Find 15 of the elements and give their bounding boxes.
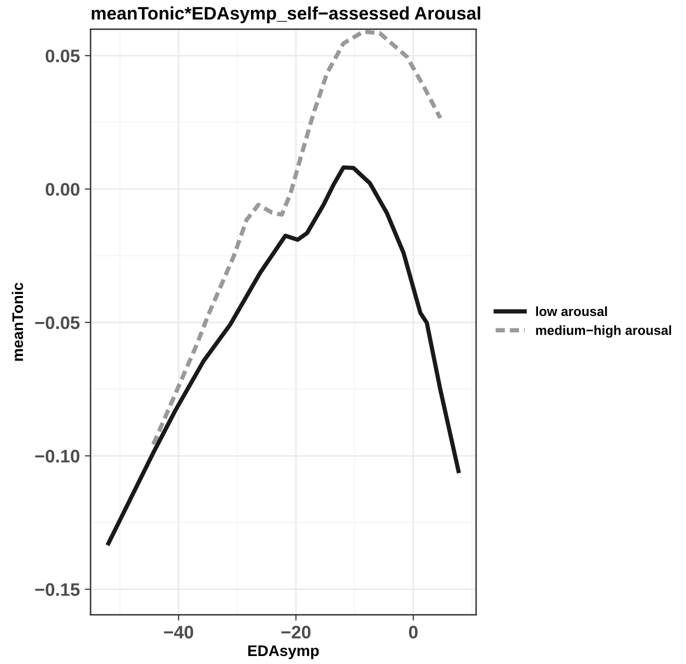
y-tick-label: −0.05 bbox=[35, 316, 80, 330]
x-tick-label: −40 bbox=[164, 626, 194, 639]
y-tick-label: 0.00 bbox=[46, 182, 80, 196]
legend-label: medium−high arousal bbox=[536, 325, 672, 338]
legend-label: low arousal bbox=[536, 306, 607, 316]
x-tick-label: 0 bbox=[408, 626, 418, 639]
x-axis-title: EDAsymp bbox=[248, 645, 319, 660]
x-tick-label: −20 bbox=[281, 626, 311, 639]
y-axis-title: meanTonic bbox=[12, 282, 24, 361]
y-tick-label: −0.15 bbox=[35, 583, 80, 596]
line-series bbox=[106, 165, 461, 546]
line-series bbox=[151, 30, 442, 446]
y-tick-label: −0.10 bbox=[35, 450, 80, 463]
chart-title: meanTonic*EDAsymp_self−assessed Arousal bbox=[92, 6, 480, 24]
y-tick-label: 0.05 bbox=[46, 50, 80, 62]
